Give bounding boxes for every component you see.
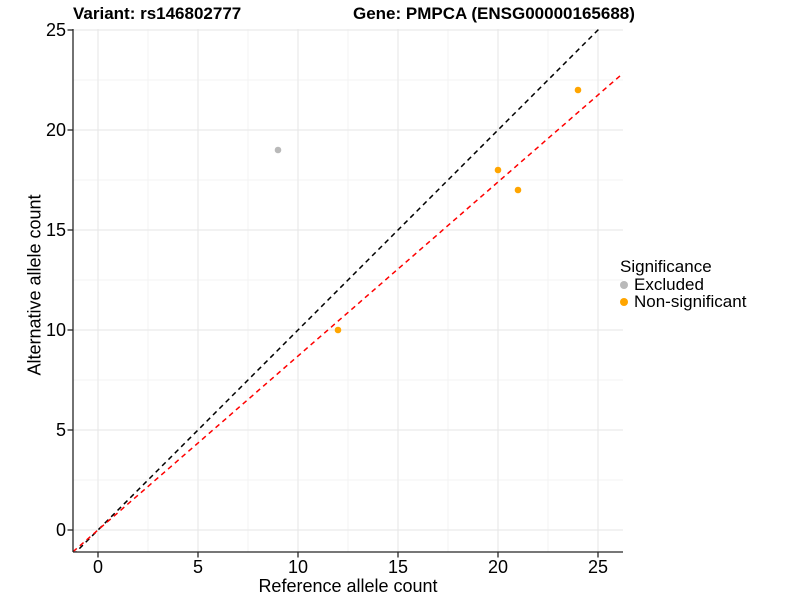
x-axis-title: Reference allele count [258, 576, 438, 596]
y-tick-label: 20 [46, 120, 66, 140]
x-tick-label: 20 [488, 557, 508, 577]
excluded-swatch-icon [620, 280, 628, 289]
chart-title-variant: Variant: rs146802777 [73, 4, 242, 23]
x-tick-label: 0 [93, 557, 103, 577]
y-tick-label: 10 [46, 320, 66, 340]
legend-item-non-significant: Non-significant [620, 291, 747, 311]
legend-item-excluded: Excluded [620, 274, 746, 294]
data-point-non-significant [514, 186, 522, 194]
legend: Significance Excluded Non-significant [620, 257, 747, 311]
data-point-non-significant [334, 326, 342, 334]
x-tick-label: 10 [288, 557, 308, 577]
non-significant-swatch-icon [620, 297, 628, 306]
x-tick-label: 5 [193, 557, 203, 577]
identity-line [74, 29, 601, 552]
y-tick-label: 15 [46, 220, 66, 240]
legend-item-label: Excluded [634, 274, 704, 294]
data-point-excluded [274, 146, 282, 154]
data-point-non-significant [574, 86, 582, 94]
y-tick-label: 0 [56, 520, 66, 540]
legend-item-label: Non-significant [634, 291, 747, 311]
x-tick-label: 15 [388, 557, 408, 577]
reference-lines [73, 29, 623, 552]
data-point-non-significant [494, 166, 502, 174]
y-axis-title: Alternative allele count [24, 194, 45, 376]
legend-title: Significance [620, 257, 712, 276]
chart-title-gene: Gene: PMPCA (ENSG00000165688) [353, 4, 635, 23]
fit-line [73, 72, 623, 552]
x-tick-label: 25 [588, 557, 608, 577]
y-tick-label: 25 [46, 20, 66, 40]
y-tick-label: 5 [56, 420, 66, 440]
